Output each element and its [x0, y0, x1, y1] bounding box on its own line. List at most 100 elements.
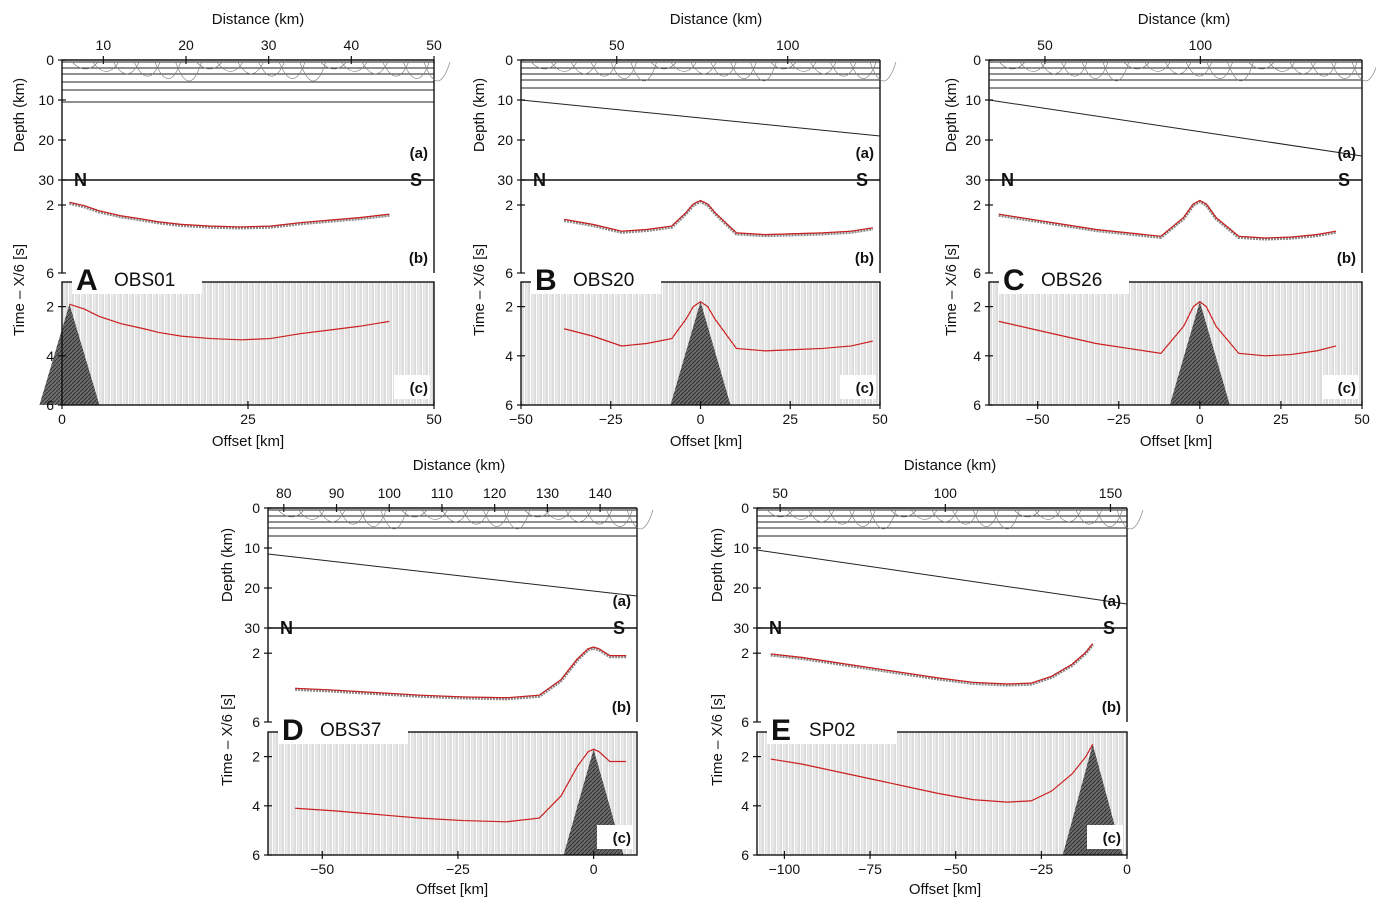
ray-path: [1330, 61, 1358, 79]
ray-path: [690, 61, 717, 75]
panel-letter: C: [1003, 264, 1025, 297]
time-tick-label: 2: [46, 197, 54, 213]
depth-tick-label: 0: [252, 500, 260, 516]
ray-path: [931, 509, 958, 523]
ray-path: [400, 509, 428, 518]
ray-path: [1081, 61, 1109, 79]
direct-wave-cone: [39, 304, 100, 405]
ray-path: [1227, 61, 1254, 82]
sublabel-c: (c): [1338, 380, 1356, 397]
time-tick-label: 2: [973, 299, 981, 315]
depth-tick-label: 10: [244, 540, 260, 556]
traveltime-panel: 2 6 (b): [252, 645, 631, 730]
ray-path: [1040, 61, 1067, 75]
ray-path: [483, 509, 510, 527]
direct-wave-cone: [670, 301, 731, 405]
depth-tick-label: 10: [733, 540, 749, 556]
direct-wave-cone: [1169, 301, 1230, 405]
ray-path: [770, 61, 797, 70]
sublabel-a: (a): [1103, 593, 1121, 610]
offset-tick-label: −25: [1107, 411, 1131, 427]
offset-tick-label: −50: [944, 861, 968, 877]
time-tick-label: 6: [741, 714, 749, 730]
station-name: OBS20: [573, 270, 634, 291]
time-tick-label: 6: [505, 265, 513, 281]
offset-tick-label: −50: [1026, 411, 1050, 427]
top-tick-label: 40: [344, 37, 360, 53]
time-tick-label: 6: [741, 847, 749, 863]
depth-tick-label: 30: [497, 172, 513, 188]
ray-path: [71, 61, 99, 70]
ray-path: [550, 61, 578, 72]
depth-panel: 0 10 20 30 N S (a): [244, 500, 654, 722]
calculated-times: [69, 201, 390, 228]
ray-path: [403, 61, 430, 79]
depth-ylabel: Depth (km): [11, 78, 28, 152]
time-tick-label: 2: [505, 197, 513, 213]
top-tick-label: 50: [426, 37, 442, 53]
top-tick-label: 50: [609, 37, 625, 53]
depth-tick-label: 20: [38, 132, 54, 148]
top-tick-label: 100: [776, 37, 800, 53]
top-xlabel: Distance (km): [670, 11, 763, 28]
ray-path: [730, 61, 757, 79]
ray-path: [750, 61, 777, 82]
south-label: S: [1338, 170, 1350, 190]
ray-path: [1123, 61, 1150, 70]
ray-path: [441, 509, 469, 523]
time-tick-label: 2: [741, 645, 749, 661]
ray-path: [807, 509, 835, 523]
sublabel-c-bg: [1322, 375, 1358, 399]
ray-path: [626, 509, 654, 530]
top-tick-label: 100: [378, 485, 402, 501]
station-name: OBS37: [320, 720, 381, 741]
top-tick-label: 80: [276, 485, 292, 501]
observed-picks: [998, 199, 1337, 241]
ray-path: [340, 61, 368, 72]
time-ylabel: Time – X/6 [s]: [709, 694, 726, 786]
ray-path: [849, 509, 876, 527]
time-tick-label: 2: [252, 749, 260, 765]
station-label-bg: [531, 262, 661, 294]
seismic-section: 2 4 6 −50 −25 0 25 50 (c) C OBS26: [973, 262, 1370, 427]
time-tick-label: 4: [973, 348, 981, 364]
ray-path: [530, 61, 558, 70]
sublabel-c-bg: [1087, 825, 1123, 849]
sublabel-a: (a): [1338, 145, 1356, 162]
offset-tick-label: 0: [1123, 861, 1131, 877]
offset-tick-label: 0: [1196, 411, 1204, 427]
offset-tick-label: 50: [426, 411, 442, 427]
depth-tick-label: 10: [497, 92, 513, 108]
ray-path: [1185, 61, 1213, 77]
ray-path: [278, 61, 306, 79]
north-label: N: [769, 618, 782, 638]
ray-path: [339, 509, 366, 525]
ray-path: [462, 509, 490, 525]
ray-path: [503, 509, 531, 530]
calculated-times: [295, 646, 627, 699]
ray-path: [1247, 61, 1275, 70]
ray-path: [318, 509, 346, 523]
offset-tick-label: 50: [872, 411, 888, 427]
top-xlabel: Distance (km): [904, 457, 997, 474]
ray-path: [237, 61, 264, 75]
offset-tick-label: −50: [310, 861, 334, 877]
top-xlabel: Distance (km): [1138, 11, 1231, 28]
offset-tick-label: −25: [446, 861, 470, 877]
offset-tick-label: 0: [590, 861, 598, 877]
south-label: S: [856, 170, 868, 190]
south-label: S: [613, 618, 625, 638]
traveltime-panel: 2 6 (b): [741, 643, 1121, 730]
panel-letter: A: [76, 264, 98, 297]
xlabel: Offset [km]: [212, 433, 284, 450]
time-tick-label: 2: [973, 197, 981, 213]
depth-tick-label: 20: [244, 580, 260, 596]
top-axis: 80 90 100 110 120 130 140: [276, 485, 612, 512]
south-label: S: [410, 170, 422, 190]
depth-ylabel: Depth (km): [471, 78, 488, 152]
ray-path: [993, 509, 1020, 530]
ray-path: [890, 509, 917, 518]
